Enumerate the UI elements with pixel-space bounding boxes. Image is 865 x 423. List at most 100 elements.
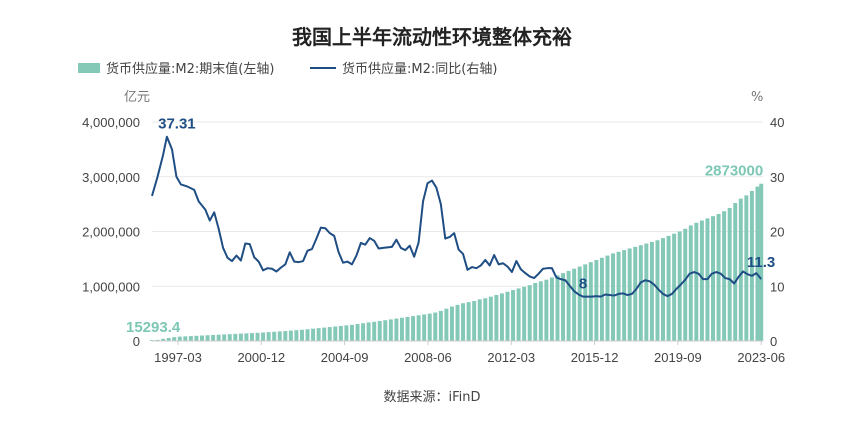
bar [694, 222, 699, 341]
bar [655, 240, 660, 341]
bar [294, 330, 299, 341]
bar [205, 335, 210, 341]
bar [383, 320, 388, 341]
bar [466, 302, 471, 341]
right-tick-label: 30 [770, 170, 784, 185]
line-series [151, 135, 762, 298]
bar [622, 250, 627, 341]
bar [211, 334, 216, 341]
bar [266, 332, 271, 341]
bar [322, 327, 327, 341]
bar [533, 282, 538, 341]
bar-data-label: 15293.4 [126, 319, 181, 336]
chart-title: 我国上半年流动性环境整体充裕 [292, 25, 572, 49]
bar [183, 336, 188, 341]
legend-bar-swatch [78, 63, 100, 73]
bar [233, 333, 238, 341]
bar [427, 313, 432, 341]
bar [672, 233, 677, 341]
bar [733, 203, 738, 341]
axes: 0 1,000,000 2,000,000 3,000,000 4,000,000 0 10… [82, 115, 785, 365]
bar [644, 243, 649, 341]
bar [561, 273, 566, 341]
bar [172, 337, 177, 341]
bar-data-label: 2873000 [705, 163, 763, 180]
bar [649, 241, 654, 341]
bar [759, 183, 764, 341]
bar [538, 281, 543, 341]
bar [611, 253, 616, 341]
bar [177, 336, 182, 341]
x-tick-label: 2012-03 [487, 350, 535, 365]
bar [388, 319, 393, 341]
bar [333, 326, 338, 341]
bar [711, 216, 715, 341]
bar [311, 328, 316, 341]
bar [683, 228, 688, 341]
bar [555, 275, 560, 341]
bar [566, 270, 571, 341]
bar [449, 306, 454, 341]
legend: 货币供应量:M2:期末值(左轴) 货币供应量:M2:同比(右轴) [78, 61, 497, 77]
bar [405, 316, 410, 341]
bar [349, 324, 354, 341]
bar [505, 291, 510, 341]
bar [744, 195, 749, 341]
bar [499, 293, 504, 341]
bar [549, 277, 554, 341]
bar [661, 238, 665, 341]
bar [366, 322, 371, 341]
bar [494, 295, 499, 341]
bar [372, 321, 377, 341]
x-tick-label: 2004-09 [321, 350, 369, 365]
line-path [151, 135, 762, 298]
bar [244, 333, 249, 341]
bar [583, 264, 588, 341]
bar [288, 330, 293, 341]
line-data-label: 8 [579, 276, 587, 293]
bar [522, 286, 527, 341]
bar [305, 329, 310, 341]
x-tick-label: 2023-06 [737, 350, 785, 365]
left-tick-label: 1,000,000 [82, 279, 140, 294]
bar [688, 225, 693, 341]
right-tick-label: 40 [770, 115, 784, 130]
source-note: 数据来源：iFinD [383, 390, 480, 405]
bar [227, 334, 232, 341]
bar [272, 331, 277, 341]
bar [727, 207, 732, 341]
bar [511, 290, 516, 341]
bar [277, 331, 282, 341]
left-tick-label: 4,000,000 [82, 115, 140, 130]
bar [516, 288, 521, 341]
bar [527, 285, 532, 341]
right-axis-unit: % [751, 90, 763, 105]
annotations: 37.31 11.3 8 15293.4 2873000 [126, 116, 775, 336]
left-tick-label: 3,000,000 [82, 170, 140, 185]
bar [616, 251, 621, 341]
x-tick-label: 2015-12 [571, 350, 619, 365]
bar [638, 245, 643, 341]
bar [411, 316, 416, 341]
bar [594, 259, 599, 341]
left-tick-label: 2,000,000 [82, 225, 140, 240]
bar [738, 198, 743, 341]
right-tick-label: 0 [770, 334, 777, 349]
bar [344, 325, 349, 341]
bar [327, 327, 332, 341]
right-tick-label: 10 [770, 279, 784, 294]
left-axis-unit: 亿元 [124, 90, 150, 105]
bar [422, 314, 427, 341]
line-data-label: 37.31 [158, 116, 196, 133]
bar [472, 301, 477, 341]
legend-line-label: 货币供应量:M2:同比(右轴) [342, 61, 497, 77]
bar [483, 298, 488, 341]
bar [355, 324, 360, 341]
bar [633, 246, 638, 341]
bar [544, 279, 549, 341]
line-data-label: 11.3 [747, 254, 775, 271]
bar [261, 332, 266, 341]
bar [716, 213, 721, 341]
bar [361, 323, 366, 341]
